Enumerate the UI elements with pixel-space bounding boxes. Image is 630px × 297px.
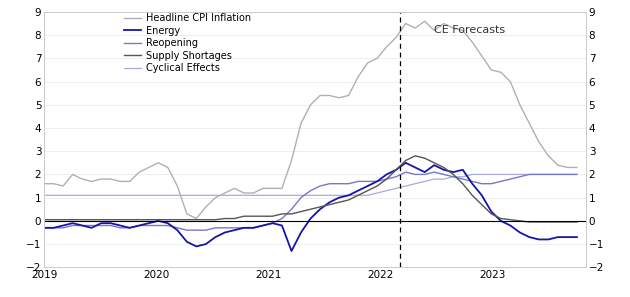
Supply Shortages [573,220,581,224]
Supply Shortages [59,218,67,222]
Headline CPI Inflation [411,26,419,30]
Supply Shortages [525,220,533,224]
Line: Reopening: Reopening [44,172,577,230]
Line: Energy: Energy [44,163,577,251]
Reopening [430,170,438,174]
Line: Cyclical Effects: Cyclical Effects [44,174,577,195]
Headline CPI Inflation [430,29,438,32]
Headline CPI Inflation [421,19,428,23]
Energy [573,235,581,239]
Reopening [183,228,191,232]
Cyclical Effects [59,194,67,197]
Energy [402,161,410,165]
Cyclical Effects [268,194,276,197]
Cyclical Effects [40,194,48,197]
Energy [421,170,428,174]
Reopening [59,226,67,230]
Line: Supply Shortages: Supply Shortages [44,156,577,222]
Reopening [193,228,200,232]
Cyclical Effects [402,184,410,188]
Supply Shortages [69,218,76,222]
Reopening [421,173,428,176]
Cyclical Effects [469,173,476,176]
Energy [69,221,76,225]
Text: CE Forecasts: CE Forecasts [434,25,505,35]
Energy [288,249,295,253]
Cyclical Effects [573,173,581,176]
Headline CPI Inflation [183,212,191,216]
Supply Shortages [40,218,48,222]
Headline CPI Inflation [573,166,581,169]
Energy [40,226,48,230]
Reopening [40,226,48,230]
Energy [183,240,191,244]
Headline CPI Inflation [278,187,286,190]
Cyclical Effects [411,182,419,186]
Supply Shortages [402,159,410,162]
Energy [430,163,438,167]
Headline CPI Inflation [40,182,48,186]
Cyclical Effects [183,194,191,197]
Energy [59,224,67,227]
Line: Headline CPI Inflation: Headline CPI Inflation [44,21,577,219]
Supply Shortages [183,218,191,222]
Legend: Headline CPI Inflation, Energy, Reopening, Supply Shortages, Cyclical Effects: Headline CPI Inflation, Energy, Reopenin… [120,9,255,77]
Supply Shortages [411,154,419,158]
Supply Shortages [268,214,276,218]
Reopening [402,170,410,174]
Cyclical Effects [69,194,76,197]
Reopening [573,173,581,176]
Reopening [69,224,76,227]
Headline CPI Inflation [59,184,67,188]
Supply Shortages [421,157,428,160]
Headline CPI Inflation [69,173,76,176]
Energy [268,221,276,225]
Headline CPI Inflation [193,217,200,220]
Reopening [278,217,286,220]
